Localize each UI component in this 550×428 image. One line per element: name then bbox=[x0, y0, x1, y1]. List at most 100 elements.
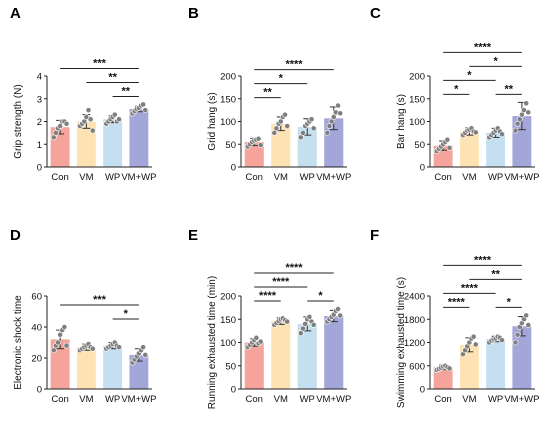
data-point bbox=[472, 341, 479, 348]
data-point bbox=[337, 312, 344, 319]
panel-label: C bbox=[370, 5, 381, 22]
data-point bbox=[85, 107, 92, 114]
panel-label: B bbox=[188, 5, 199, 22]
data-point bbox=[116, 344, 122, 351]
y-tick-label: 0 bbox=[420, 163, 425, 174]
significance-label: *** bbox=[93, 57, 107, 69]
data-point bbox=[300, 129, 306, 136]
data-point bbox=[308, 116, 315, 123]
y-tick-label: 3 bbox=[37, 94, 42, 105]
data-point bbox=[523, 312, 530, 319]
y-tick-label: 50 bbox=[225, 361, 236, 372]
data-point bbox=[61, 324, 68, 330]
bar-vm bbox=[271, 321, 291, 389]
data-point bbox=[255, 135, 262, 142]
significance-label: **** bbox=[285, 59, 303, 71]
y-tick-label: 200 bbox=[409, 72, 425, 83]
y-tick-label: 600 bbox=[409, 361, 425, 372]
data-point bbox=[297, 330, 304, 337]
data-point bbox=[89, 345, 96, 352]
y-tick-label: 50 bbox=[414, 140, 425, 151]
x-tick-label: VM+WP bbox=[316, 172, 351, 183]
y-axis-title: Electronic shock time bbox=[13, 295, 24, 390]
bar-vm-wp bbox=[129, 108, 149, 167]
y-tick-label: 1800 bbox=[404, 315, 425, 326]
y-axis-title: Grip strength (N) bbox=[13, 84, 24, 158]
panel-label: E bbox=[188, 227, 198, 244]
bar-vm bbox=[76, 347, 96, 389]
data-point bbox=[63, 342, 70, 349]
data-point bbox=[512, 127, 519, 134]
data-point bbox=[525, 109, 532, 116]
panel-f: F Swimming exhausted time (s) Con VM WP VM+WP… bbox=[370, 227, 539, 408]
significance-label: **** bbox=[285, 262, 303, 274]
x-tick-label: Con bbox=[246, 394, 263, 405]
y-tick-label: 0 bbox=[231, 385, 236, 396]
data-point bbox=[57, 331, 64, 338]
y-tick-label: 60 bbox=[31, 292, 42, 303]
significance-label: **** bbox=[474, 254, 492, 266]
x-tick-label: Con bbox=[434, 394, 451, 405]
data-point bbox=[472, 129, 479, 136]
y-tick-label: 0 bbox=[420, 385, 425, 396]
data-point bbox=[337, 110, 344, 117]
y-tick-label: 1 bbox=[37, 140, 42, 151]
data-point bbox=[253, 334, 260, 341]
x-tick-label: WP bbox=[488, 394, 503, 405]
data-point bbox=[284, 123, 291, 129]
data-point bbox=[306, 314, 313, 320]
significance-label: * bbox=[507, 296, 512, 308]
y-tick-label: 0 bbox=[231, 163, 236, 174]
data-point bbox=[63, 120, 70, 127]
significance-label: **** bbox=[474, 41, 492, 53]
bar-wp bbox=[103, 345, 123, 389]
y-tick-label: 200 bbox=[220, 72, 236, 83]
x-tick-label: Con bbox=[246, 172, 263, 183]
y-tick-label: 20 bbox=[31, 354, 42, 365]
significance-label: *** bbox=[93, 294, 107, 306]
panel-label: D bbox=[10, 227, 21, 244]
y-tick-label: 40 bbox=[31, 323, 42, 334]
data-point bbox=[523, 100, 530, 107]
panel-e: E Running exhausted time (min) Con VM WP VM+W… bbox=[188, 227, 351, 409]
y-axis-title: Running exhausted time (min) bbox=[207, 276, 218, 409]
data-point bbox=[297, 134, 304, 141]
significance-label: **** bbox=[272, 276, 290, 288]
y-tick-label: 0 bbox=[37, 163, 42, 174]
x-tick-label: VM+WP bbox=[121, 172, 156, 183]
data-point bbox=[512, 339, 519, 346]
bar-vm bbox=[459, 131, 479, 167]
bar-wp bbox=[103, 119, 123, 167]
data-point bbox=[284, 318, 291, 325]
y-axis-title: Bar hang (s) bbox=[396, 94, 407, 149]
significance-label: ** bbox=[263, 87, 272, 99]
data-point bbox=[324, 129, 331, 136]
data-point bbox=[499, 337, 505, 344]
data-point bbox=[271, 129, 278, 136]
y-tick-label: 50 bbox=[225, 140, 236, 151]
data-point bbox=[116, 116, 122, 123]
data-point bbox=[470, 333, 477, 340]
panel-label: A bbox=[10, 5, 21, 22]
x-tick-label: VM+WP bbox=[504, 172, 539, 183]
y-tick-label: 1200 bbox=[404, 338, 425, 349]
significance-label: ** bbox=[491, 268, 500, 280]
x-tick-label: VM+WP bbox=[504, 394, 539, 405]
y-tick-label: 0 bbox=[37, 385, 42, 396]
data-point bbox=[328, 118, 335, 125]
bar-wp bbox=[486, 132, 506, 167]
significance-label: * bbox=[279, 73, 284, 85]
x-tick-label: VM bbox=[274, 172, 288, 183]
x-tick-label: Con bbox=[434, 172, 451, 183]
data-point bbox=[525, 322, 532, 328]
data-point bbox=[111, 111, 118, 118]
x-tick-label: WP bbox=[300, 172, 315, 183]
panel-d: D Electronic shock time Con VM WP VM+WP 0 20 40 6… bbox=[10, 227, 156, 405]
data-point bbox=[89, 127, 96, 134]
data-point bbox=[310, 125, 317, 132]
x-tick-label: Con bbox=[51, 172, 68, 183]
bar-wp bbox=[297, 323, 317, 389]
